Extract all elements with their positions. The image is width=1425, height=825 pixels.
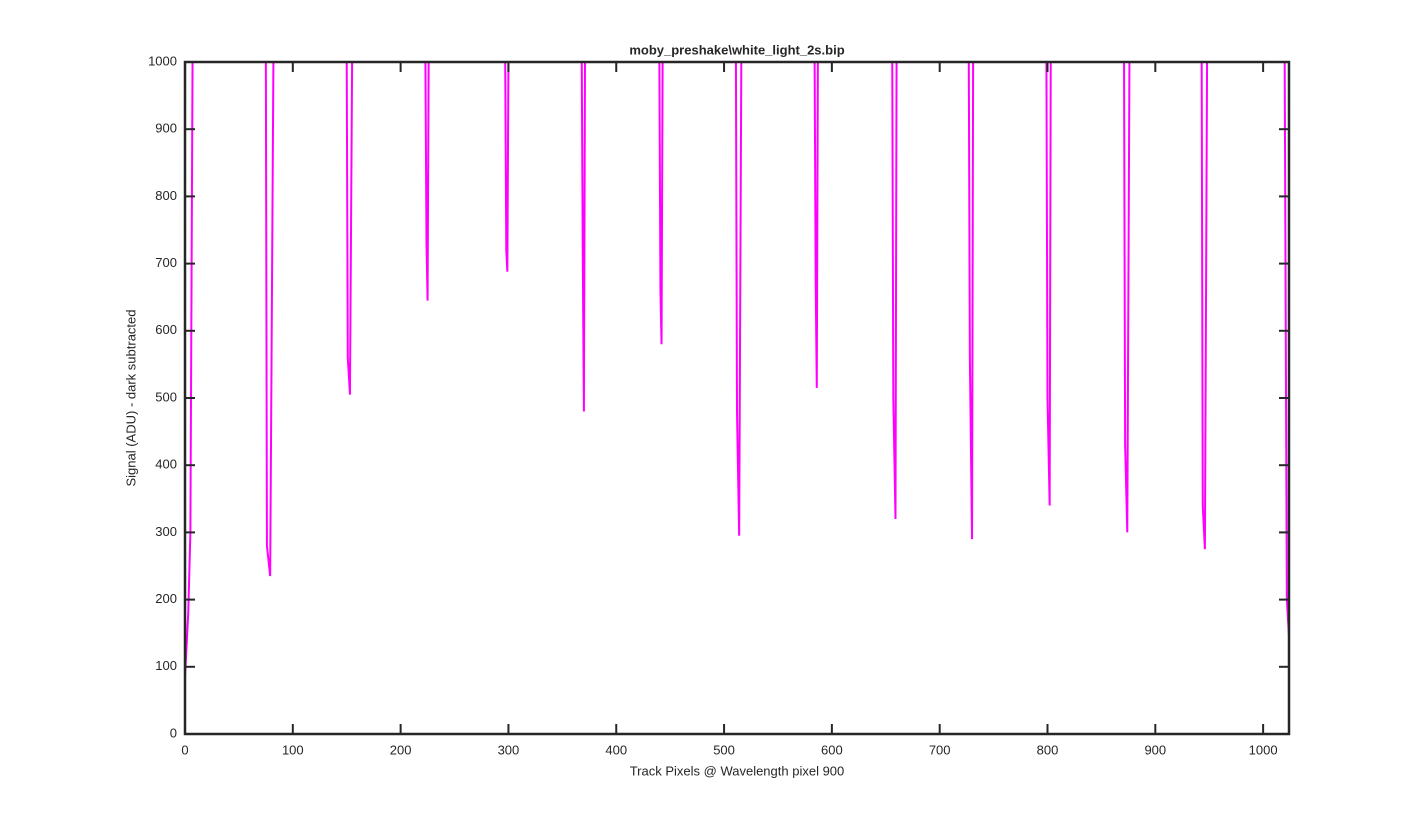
chart-title: moby_preshake\white_light_2s.bip bbox=[629, 42, 844, 57]
x-tick-label: 100 bbox=[282, 742, 304, 757]
x-tick-label: 600 bbox=[821, 742, 843, 757]
x-axis-label: Track Pixels @ Wavelength pixel 900 bbox=[630, 763, 845, 778]
x-tick-label: 300 bbox=[498, 742, 520, 757]
x-tick-label: 0 bbox=[181, 742, 188, 757]
x-tick-label: 200 bbox=[390, 742, 412, 757]
x-tick-label: 900 bbox=[1144, 742, 1166, 757]
x-tick-label: 800 bbox=[1037, 742, 1059, 757]
y-tick-label: 900 bbox=[155, 121, 177, 136]
y-tick-label: 600 bbox=[155, 322, 177, 337]
x-tick-label: 400 bbox=[605, 742, 627, 757]
data-line bbox=[185, 62, 1289, 677]
x-tick-label: 700 bbox=[929, 742, 951, 757]
y-tick-label: 200 bbox=[155, 591, 177, 606]
y-tick-label: 500 bbox=[155, 389, 177, 404]
y-tick-label: 300 bbox=[155, 524, 177, 539]
y-tick-label: 0 bbox=[170, 725, 177, 740]
y-tick-label: 700 bbox=[155, 255, 177, 270]
axes-box bbox=[183, 60, 1291, 736]
x-tick-label: 1000 bbox=[1249, 742, 1278, 757]
x-tick-label: 500 bbox=[713, 742, 735, 757]
y-tick-label: 1000 bbox=[148, 53, 177, 68]
y-axis-label: Signal (ADU) - dark subtracted bbox=[123, 309, 138, 486]
y-tick-label: 800 bbox=[155, 188, 177, 203]
y-tick-label: 400 bbox=[155, 457, 177, 472]
y-tick-label: 100 bbox=[155, 658, 177, 673]
